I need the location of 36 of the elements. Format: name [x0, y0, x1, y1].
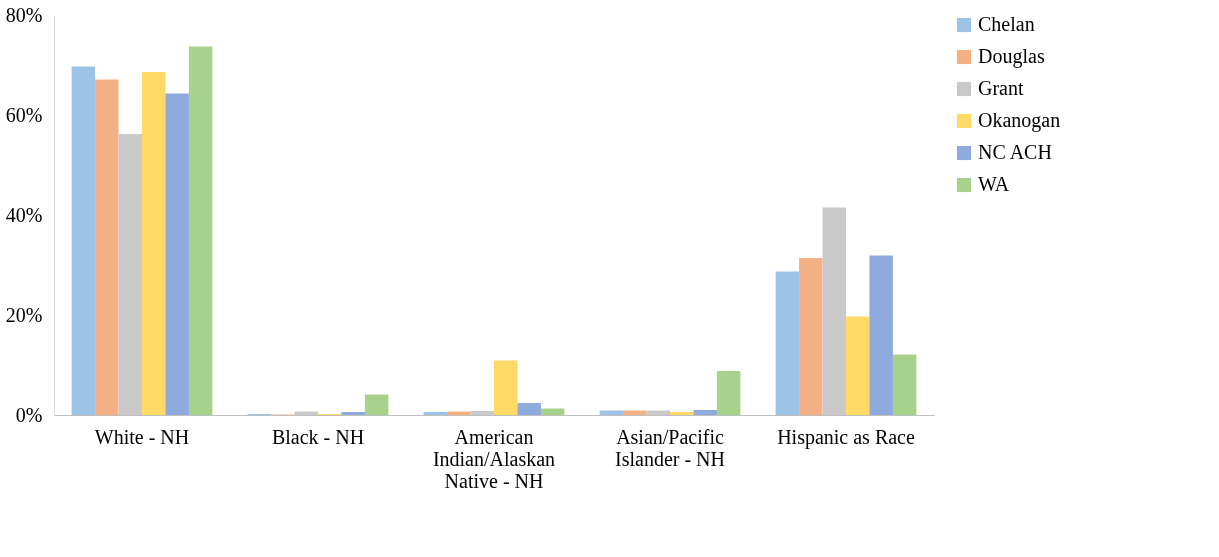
- bar: [423, 412, 448, 415]
- x-tick-label: Hispanic as Race: [777, 425, 915, 449]
- bar: [165, 93, 189, 415]
- bar: [71, 66, 96, 415]
- bar: [869, 255, 893, 415]
- bar: [540, 408, 565, 415]
- bar: [517, 403, 541, 415]
- bar: [364, 394, 389, 415]
- bar: [341, 412, 365, 415]
- bar: [142, 72, 166, 415]
- y-tick-label: 20%: [5, 303, 43, 326]
- legend-label: WA: [978, 173, 1010, 195]
- legend-label: NC ACH: [978, 141, 1052, 163]
- x-tick-label: White - NH: [94, 425, 190, 448]
- y-tick-label: 40%: [5, 203, 43, 226]
- bar: [95, 79, 119, 415]
- legend-label: Douglas: [978, 45, 1045, 68]
- bar: [799, 258, 823, 415]
- bar: [846, 316, 870, 415]
- legend-label: Chelan: [978, 13, 1035, 35]
- y-tick-label: 60%: [5, 103, 43, 126]
- bar: [693, 410, 717, 415]
- bar: [623, 410, 647, 415]
- bar: [892, 354, 917, 415]
- y-tick-label: 80%: [5, 3, 43, 26]
- legend-label: Grant: [978, 77, 1024, 99]
- bar: [670, 412, 694, 415]
- x-tick-label: American Indian/Alaskan Native - NH: [432, 425, 556, 492]
- bar: [775, 271, 800, 415]
- x-tick-label: Asian/Pacific Islander - NH: [615, 425, 725, 470]
- bar: [494, 360, 518, 415]
- x-tick-label: Black - NH: [271, 425, 365, 448]
- y-tick-label: 0%: [15, 403, 43, 426]
- bar: [716, 371, 741, 415]
- bar: [188, 46, 213, 415]
- legend-label: Okanogan: [978, 109, 1061, 132]
